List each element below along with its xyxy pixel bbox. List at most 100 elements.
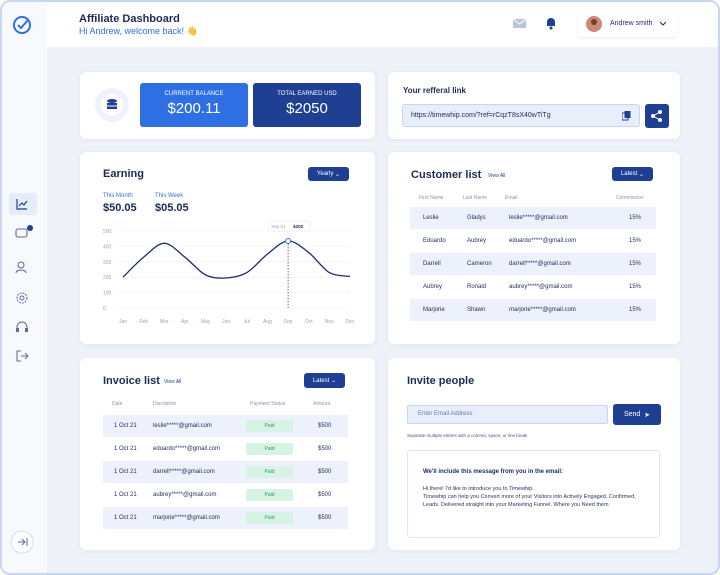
status-badge: Paid: [246, 466, 293, 478]
table-cell: Leslie: [423, 215, 439, 221]
filter-text: Yearly: [316, 171, 334, 177]
x-tick-label: Jul: [244, 319, 250, 325]
message-box: [407, 450, 660, 538]
table-cell: 1 Oct 21: [114, 469, 137, 475]
page-title: Affiliate Dashboard: [79, 13, 180, 25]
copy-icon[interactable]: [622, 111, 631, 121]
customer-view-all[interactable]: View All: [488, 173, 506, 179]
x-tick-label: May: [201, 319, 211, 325]
nav-support[interactable]: [15, 320, 29, 334]
invite-title: Invite people: [407, 375, 475, 387]
table-cell: 15%: [629, 238, 642, 244]
status-badge: Paid: [246, 512, 293, 524]
status-badge: Paid: [246, 443, 293, 455]
table-cell: marjorie*****@gmail.com: [153, 515, 220, 521]
logo: [13, 16, 31, 34]
table-row: [410, 207, 656, 229]
table-cell: Shawn: [467, 307, 486, 313]
table-cell: 1 Oct 21: [114, 446, 137, 452]
x-tick-label: Dec: [346, 319, 355, 325]
earning-filter[interactable]: Yearly ⌄: [308, 167, 349, 181]
table-cell: 15%: [629, 215, 642, 221]
x-tick-label: Nov: [325, 319, 334, 325]
total-earned-label: TOTAL EARNED USD: [277, 91, 337, 97]
table-row: [103, 415, 348, 437]
column-header: Last Name: [463, 195, 488, 201]
message-heading: We'll include this message from you in t…: [423, 469, 564, 475]
current-balance-value: $200.11: [167, 100, 221, 117]
nav-settings[interactable]: [15, 291, 29, 305]
table-cell: Aubrey: [467, 238, 487, 244]
message-line: Leads. Delivered straight into your Mark…: [423, 502, 609, 508]
nav-logout[interactable]: [15, 349, 29, 363]
nav-messages[interactable]: [15, 225, 33, 241]
user-name: Andrew smith: [610, 20, 653, 27]
earning-line: [122, 240, 351, 279]
total-earned-value: $2050: [286, 100, 328, 117]
status-badge: Paid: [246, 420, 293, 432]
earning-title: Earning: [103, 168, 144, 180]
table-cell: $500: [318, 423, 332, 429]
filter-text: Latest: [620, 171, 638, 177]
tooltip-value: $200: [293, 224, 304, 229]
invoice-filter[interactable]: Latest ⌄: [304, 373, 345, 388]
invoice-view-all[interactable]: View All: [164, 379, 182, 385]
x-tick-label: Jan: [119, 319, 127, 325]
y-tick-label: 400: [103, 244, 112, 250]
table-cell: leslie*****@gmail.com: [153, 423, 212, 429]
x-tick-label: Feb: [139, 319, 148, 325]
nav-earning[interactable]: [15, 197, 29, 211]
x-tick-label: Aug: [263, 319, 272, 325]
referral-input[interactable]: [402, 104, 640, 127]
greeting: Hi Andrew, welcome back! 👋: [79, 26, 198, 36]
avatar: [586, 16, 602, 32]
status-badge: Paid: [246, 489, 293, 501]
email-placeholder: Enter Email Address: [418, 411, 473, 417]
email-input[interactable]: [407, 405, 608, 424]
table-row: [410, 253, 656, 275]
table-row: [103, 507, 348, 529]
mail-icon[interactable]: [512, 18, 528, 30]
column-header: Email: [505, 195, 518, 201]
column-header: Date: [112, 401, 123, 407]
tooltip-box: [267, 220, 311, 232]
table-cell: darrell*****@gmail.com: [153, 469, 215, 475]
table-cell: 15%: [629, 284, 642, 290]
table-cell: 15%: [629, 307, 642, 313]
customer-title: Customer list: [411, 169, 482, 181]
table-cell: 1 Oct 21: [114, 423, 137, 429]
table-cell: $500: [318, 492, 332, 498]
table-cell: $500: [318, 469, 332, 475]
earning-card: [80, 152, 375, 344]
earning-chart: 0 100 200 300 400 500 Jan Feb Mar Apr May Jun Jul Aug…: [103, 220, 355, 325]
expand-button[interactable]: [10, 530, 34, 554]
send-button[interactable]: Send ➤: [613, 404, 661, 425]
column-header: Discription: [153, 401, 177, 407]
x-tick-label: Sep: [284, 319, 293, 325]
hover-point: [285, 238, 292, 245]
this-week-label: This Week: [155, 193, 184, 199]
table-cell: aubrey*****@gmail.com: [509, 284, 573, 290]
referral-label: Your refferal link: [403, 86, 466, 95]
column-header: Amount: [313, 401, 331, 407]
table-cell: 15%: [629, 261, 642, 267]
table-cell: 1 Oct 21: [114, 515, 137, 521]
table-cell: eduardo*****@gmail.com: [509, 238, 577, 244]
current-balance-box: [140, 83, 248, 127]
table-cell: eduardo*****@gmail.com: [153, 446, 221, 452]
filter-text: Latest: [312, 377, 330, 384]
table-cell: Aubrey: [423, 284, 443, 290]
this-week-value: $05.05: [155, 202, 189, 214]
current-balance-label: CURRENT BALANCE: [164, 91, 224, 97]
bell-icon[interactable]: [544, 16, 558, 30]
sidebar: [2, 2, 47, 573]
customer-filter[interactable]: Latest ⌄: [612, 167, 653, 181]
y-tick-label: 300: [103, 260, 112, 266]
table-cell: $500: [318, 446, 332, 452]
share-button[interactable]: [645, 104, 669, 128]
nav-users[interactable]: [15, 260, 29, 274]
y-tick-label: 500: [103, 229, 112, 235]
invite-hint: Separate multiple entries with a comma, …: [407, 433, 528, 438]
x-tick-label: Oct: [305, 319, 313, 325]
